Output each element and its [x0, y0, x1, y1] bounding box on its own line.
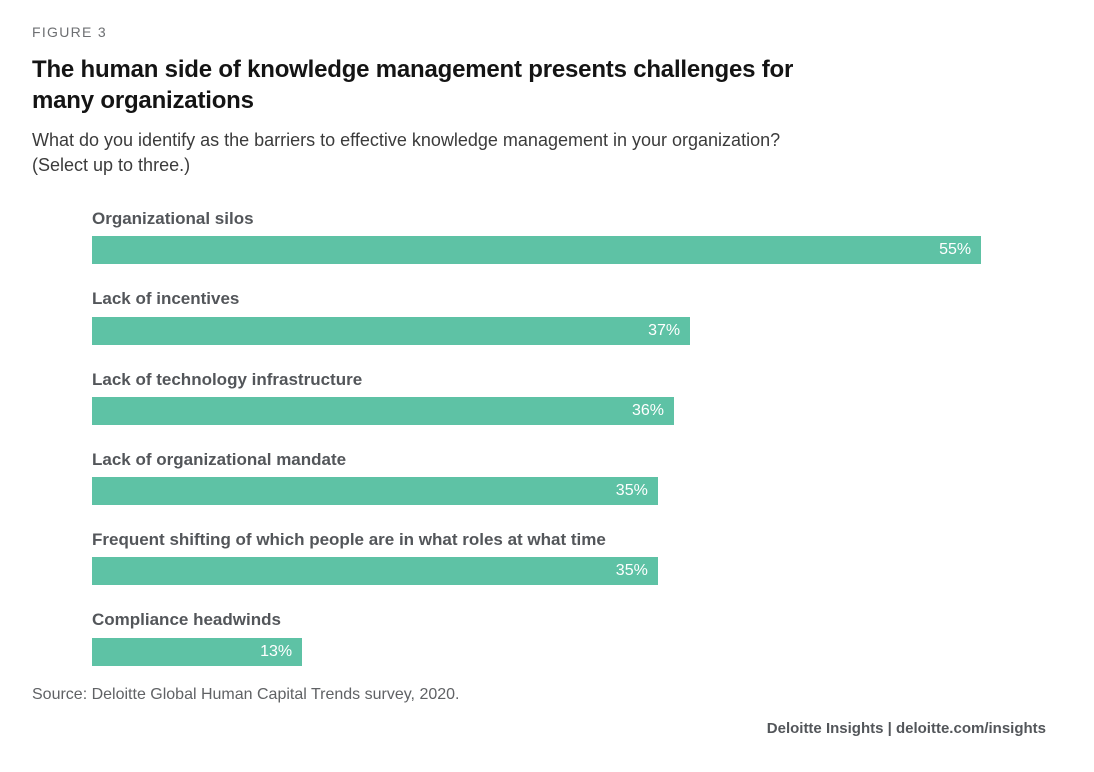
bar-category-label: Lack of technology infrastructure [92, 369, 363, 389]
figure-title: The human side of knowledge management p… [32, 55, 1062, 116]
bar-category-label: Compliance headwinds [92, 610, 281, 630]
bar-category-label: Lack of incentives [92, 289, 240, 309]
bar: 36% [92, 396, 674, 425]
bar-category-label: Lack of organizational mandate [92, 449, 347, 469]
bar-group: Organizational silos 55% [92, 208, 1062, 265]
figure-label: FIGURE 3 [32, 24, 107, 40]
bar-category-label: Organizational silos [92, 209, 254, 229]
bar-category-label: Frequent shifting of which people are in… [92, 530, 606, 550]
bar-track: 37% [92, 316, 1062, 345]
footer-branding: Deloitte Insights | deloitte.com/insight… [766, 719, 1046, 737]
bar: 55% [92, 236, 982, 265]
bar-group: Lack of organizational mandate 35% [92, 449, 1062, 506]
bar-group: Lack of incentives 37% [92, 288, 1062, 345]
bar-group: Frequent shifting of which people are in… [92, 529, 1062, 586]
bar-track: 35% [92, 477, 1062, 506]
bar-value-label: 55% [939, 241, 972, 259]
figure-subtitle-line1: What do you identify as the barriers to … [32, 130, 781, 151]
figure-title-line2: many organizations [32, 86, 254, 114]
bar-value-label: 13% [260, 642, 293, 660]
bar-value-label: 36% [631, 401, 664, 419]
bar: 37% [92, 316, 691, 345]
bar-value-label: 35% [615, 562, 648, 580]
bar-track: 35% [92, 557, 1062, 586]
bar-track: 36% [92, 396, 1062, 425]
bar: 13% [92, 637, 303, 666]
bar-track: 55% [92, 236, 1062, 265]
bar-group: Lack of technology infrastructure 36% [92, 369, 1062, 425]
bar-track: 13% [92, 637, 1062, 666]
figure-subtitle-line2: (Select up to three.) [32, 155, 191, 176]
bar-chart: Organizational silos 55% Lack of incentive… [92, 208, 1062, 666]
bar-group: Compliance headwinds 13% [92, 609, 1062, 666]
figure-title-line1: The human side of knowledge management p… [32, 56, 794, 83]
bar: 35% [92, 477, 658, 506]
figure-subtitle: What do you identify as the barriers to … [32, 128, 1062, 178]
bar-value-label: 37% [648, 321, 681, 339]
bar: 35% [92, 557, 658, 586]
source-note: Source: Deloitte Global Human Capital Tr… [32, 685, 460, 703]
bar-value-label: 35% [615, 482, 648, 500]
